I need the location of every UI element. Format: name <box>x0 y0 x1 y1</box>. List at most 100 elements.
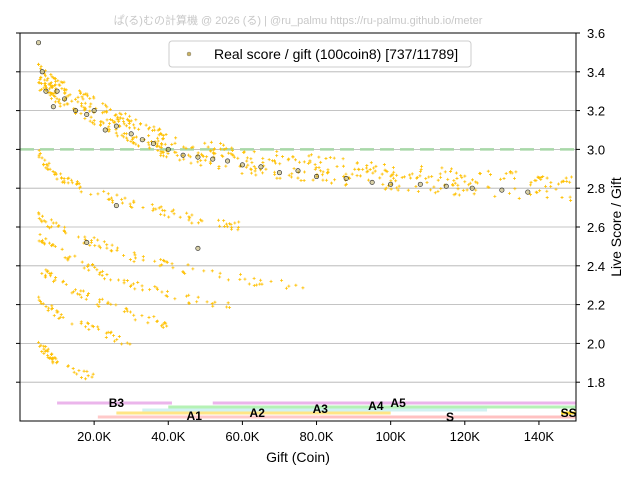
scatter-point <box>199 152 203 156</box>
scatter-point <box>280 278 284 282</box>
scatter-point <box>99 122 103 126</box>
scatter-point <box>120 342 124 346</box>
scatter-point <box>161 137 165 141</box>
scatter-point <box>116 278 120 282</box>
scatter-point <box>146 141 150 145</box>
scatter-point <box>549 185 553 189</box>
scatter-point <box>226 301 230 305</box>
scatter-point <box>455 176 459 180</box>
scatter-point <box>203 158 207 162</box>
scatter-point <box>562 179 566 183</box>
scatter-point <box>187 301 191 305</box>
scatter-point <box>106 301 110 305</box>
scatter-point <box>51 243 55 247</box>
scatter-point <box>252 150 256 154</box>
scatter-point <box>381 182 385 186</box>
scatter-point <box>170 209 174 213</box>
scatter-point <box>432 185 436 189</box>
scatter-point <box>474 188 478 192</box>
scatter-point <box>122 131 126 135</box>
scatter-point <box>261 161 265 165</box>
scatter-point <box>59 172 63 176</box>
scatter-point <box>38 88 42 92</box>
scatter-point <box>392 176 396 180</box>
scatter-point <box>42 162 46 166</box>
scatter-point <box>40 214 44 218</box>
scatter-point <box>56 79 60 83</box>
scatter-point <box>115 248 119 252</box>
scatter-point <box>332 156 336 160</box>
scatter-point <box>320 173 324 177</box>
scatter-point <box>517 196 521 200</box>
scatter-point <box>83 101 87 105</box>
scatter-point <box>156 144 160 148</box>
scatter-point <box>157 127 161 131</box>
scatter-point <box>72 370 76 374</box>
scatter-point <box>439 187 443 191</box>
scatter-point <box>117 335 121 339</box>
scatter-point <box>106 330 110 334</box>
scatter-point <box>456 187 460 191</box>
scatter-point <box>545 196 549 200</box>
scatter-point <box>54 80 58 84</box>
scatter-point <box>84 325 88 329</box>
scatter-point <box>43 158 47 162</box>
scatter-point <box>66 364 70 368</box>
scatter-point <box>230 153 234 157</box>
scatter-point <box>62 177 66 181</box>
scatter-point <box>107 129 111 133</box>
scatter-point <box>44 268 48 272</box>
scatter-point <box>59 80 63 84</box>
scatter-point <box>172 212 176 216</box>
real-score-point <box>388 181 394 187</box>
scatter-point <box>107 128 111 132</box>
scatter-point <box>63 256 67 260</box>
scatter-point <box>474 180 478 184</box>
scatter-point <box>395 173 399 177</box>
scatter-point <box>183 272 187 276</box>
scatter-point <box>185 211 189 215</box>
scatter-point <box>433 191 437 195</box>
scatter-point <box>56 310 60 314</box>
scatter-point <box>416 190 420 194</box>
scatter-point <box>50 304 54 308</box>
scatter-point <box>37 216 41 220</box>
scatter-point <box>120 201 124 205</box>
scatter-point <box>467 183 471 187</box>
scatter-point <box>293 158 297 162</box>
scatter-point <box>463 174 467 178</box>
scatter-point <box>450 167 454 171</box>
rank-bar-a4 <box>168 405 576 409</box>
scatter-point <box>136 144 140 148</box>
scatter-point <box>92 95 96 99</box>
real-score-point <box>113 123 119 129</box>
scatter-point <box>261 156 265 160</box>
scatter-point <box>436 178 440 182</box>
real-score-point <box>61 96 67 102</box>
scatter-point <box>202 269 206 273</box>
scatter-point <box>151 209 155 213</box>
scatter-point <box>97 272 101 276</box>
scatter-point <box>144 123 148 127</box>
scatter-point <box>86 263 90 267</box>
scatter-point <box>50 244 54 248</box>
scatter-point <box>454 171 458 175</box>
scatter-point <box>213 151 217 155</box>
scatter-point <box>292 167 296 171</box>
scatter-point <box>121 117 125 121</box>
scatter-point <box>150 203 154 207</box>
scatter-point <box>372 166 376 170</box>
x-axis-label: Gift (Coin) <box>266 449 330 465</box>
scatter-point <box>159 146 163 150</box>
scatter-point <box>128 126 132 130</box>
scatter-point <box>493 194 497 198</box>
scatter-point <box>267 158 271 162</box>
scatter-point <box>311 178 315 182</box>
rank-label-a4: A4 <box>368 399 384 413</box>
scatter-point <box>39 67 43 71</box>
scatter-point <box>549 180 553 184</box>
scatter-point <box>67 176 71 180</box>
scatter-point <box>206 145 210 149</box>
scatter-point <box>87 328 91 332</box>
